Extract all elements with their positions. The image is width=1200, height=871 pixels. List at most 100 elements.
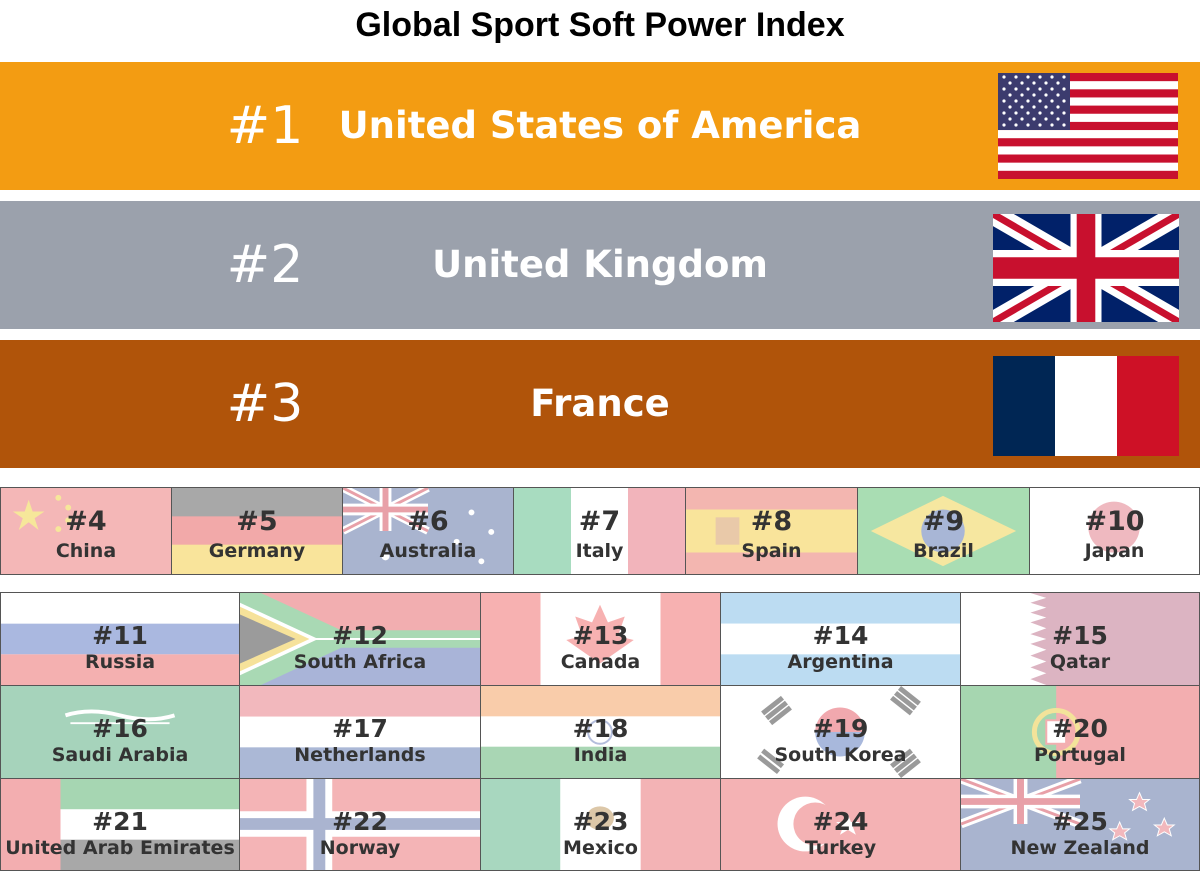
rank-cell-11: #11 Russia: [0, 592, 240, 686]
country-name: India: [573, 744, 628, 766]
rank-cell-23: #23 Mexico: [480, 778, 721, 871]
rank-number: #4: [65, 506, 107, 537]
spain-flag-icon: [686, 488, 857, 574]
rank-cell-17: #17 Netherlands: [239, 685, 481, 779]
canada-flag-icon: [481, 593, 720, 685]
rank-cell-21: #21 United Arab Emirates: [0, 778, 240, 871]
turkey-flag-icon: [721, 779, 960, 870]
rank-cell-13: #13 Canada: [480, 592, 721, 686]
rank-number: #16: [92, 714, 148, 743]
rank-cell-4: #4 China: [0, 487, 172, 575]
china-flag-icon: [1, 488, 171, 574]
south-korea-flag-icon: [721, 686, 960, 778]
rank-number: #22: [332, 807, 388, 836]
country-name: Mexico: [563, 837, 638, 859]
rank-number: #10: [1084, 506, 1145, 537]
rank-cell-10: #10 Japan: [1029, 487, 1200, 575]
rank-number: #3: [226, 374, 304, 434]
country-name: Australia: [379, 540, 477, 562]
rank-cell-9: #9 Brazil: [857, 487, 1030, 575]
rank-number: #8: [750, 506, 793, 537]
new-zealand-flag-icon: [961, 779, 1199, 870]
saudi-arabia-flag-icon: [1, 686, 239, 778]
rank-cell-22: #22 Norway: [239, 778, 481, 871]
australia-flag-icon: [343, 488, 513, 574]
uk-flag-icon: [993, 214, 1179, 322]
rank-cell-15: #15 Qatar: [960, 592, 1200, 686]
rank-number: #13: [572, 621, 629, 650]
rank-number: #7: [578, 506, 621, 537]
uae-flag-icon: [1, 779, 239, 870]
russia-flag-icon: [1, 593, 239, 685]
rank-number: #1: [226, 96, 304, 156]
country-name: Germany: [208, 540, 306, 562]
japan-flag-icon: [1030, 488, 1199, 574]
rank-cell-16: #16 Saudi Arabia: [0, 685, 240, 779]
rank-cell-14: #14 Argentina: [720, 592, 961, 686]
country-name: Canada: [560, 651, 641, 673]
rank-number: #2: [226, 235, 304, 295]
rank-cell-12: #12 South Africa: [239, 592, 481, 686]
country-name: Qatar: [1049, 651, 1111, 673]
rank-cell-24: #24 Turkey: [720, 778, 961, 871]
rank-number: #20: [1052, 714, 1108, 743]
rank-row-2: #2 United Kingdom: [0, 201, 1200, 329]
page-title: Global Sport Soft Power Index: [355, 6, 845, 44]
rank-number: #6: [407, 506, 449, 537]
portugal-flag-icon: [961, 686, 1199, 778]
country-name: South Korea: [774, 744, 907, 766]
rank-number: #19: [812, 714, 869, 743]
country-name: New Zealand: [1010, 837, 1150, 859]
rank-number: #12: [332, 621, 388, 650]
netherlands-flag-icon: [240, 686, 480, 778]
rank-cell-5: #5 Germany: [171, 487, 343, 575]
rank-number: #5: [236, 506, 278, 537]
country-name: South Africa: [293, 651, 427, 673]
mexico-flag-icon: [481, 779, 720, 870]
country-name: Spain: [741, 540, 802, 562]
country-name: United Arab Emirates: [5, 837, 235, 859]
rank-number: #23: [572, 807, 629, 836]
rank-number: #11: [92, 621, 148, 650]
rank-cell-18: #18 India: [480, 685, 721, 779]
country-name: Italy: [575, 540, 624, 562]
country-name: Netherlands: [294, 744, 426, 766]
norway-flag-icon: [240, 779, 480, 870]
country-name: Saudi Arabia: [51, 744, 189, 766]
rank-cell-7: #7 Italy: [513, 487, 686, 575]
rank-cell-19: #19 South Korea: [720, 685, 961, 779]
country-name: Turkey: [804, 837, 877, 859]
south-africa-flag-icon: [240, 593, 480, 685]
rank-number: #25: [1052, 807, 1108, 836]
usa-flag-icon: [998, 73, 1178, 179]
rank-number: #24: [812, 807, 869, 836]
country-name: Portugal: [1034, 744, 1126, 766]
rank-number: #15: [1052, 621, 1108, 650]
rank-row-3: #3 France: [0, 340, 1200, 468]
country-name: United States of America: [338, 104, 862, 147]
india-flag-icon: [481, 686, 720, 778]
country-name: Japan: [1084, 540, 1145, 562]
qatar-flag-icon: [961, 593, 1199, 685]
rank-cell-8: #8 Spain: [685, 487, 858, 575]
country-name: China: [55, 540, 117, 562]
country-name: United Kingdom: [432, 243, 768, 286]
rank-number: #21: [92, 807, 148, 836]
rank-cell-6: #6 Australia: [342, 487, 514, 575]
country-name: Norway: [319, 837, 401, 859]
brazil-flag-icon: [858, 488, 1029, 574]
germany-flag-icon: [172, 488, 342, 574]
rank-number: #14: [812, 621, 869, 650]
argentina-flag-icon: [721, 593, 960, 685]
country-name: France: [530, 382, 670, 425]
country-name: Brazil: [913, 540, 974, 562]
rank-row-1: #1 United States of America: [0, 62, 1200, 190]
rank-cell-25: #25 New Zealand: [960, 778, 1200, 871]
rank-cell-20: #20 Portugal: [960, 685, 1200, 779]
france-flag-icon: [993, 356, 1179, 456]
country-name: Russia: [84, 651, 156, 673]
rank-number: #18: [572, 714, 629, 743]
rank-number: #9: [922, 506, 965, 537]
italy-flag-icon: [514, 488, 685, 574]
country-name: Argentina: [787, 651, 894, 673]
